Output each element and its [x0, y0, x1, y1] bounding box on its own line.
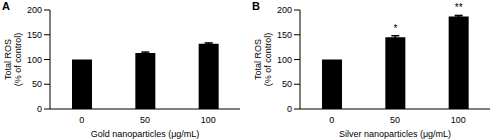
svg-text:50: 50: [140, 115, 150, 125]
svg-text:100: 100: [277, 55, 292, 65]
svg-text:200: 200: [277, 5, 292, 15]
svg-text:200: 200: [27, 5, 42, 15]
svg-text:0: 0: [37, 104, 42, 114]
svg-text:0: 0: [79, 115, 84, 125]
html-text:B: B: [252, 0, 260, 12]
svg-text:*: *: [393, 23, 397, 34]
svg-text:150: 150: [277, 30, 292, 40]
svg-text:Total ROS(% of control): Total ROS(% of control): [8, 33, 23, 87]
svg-text:100: 100: [451, 115, 466, 125]
svg-text:0: 0: [329, 115, 334, 125]
svg-text:Gold nanoparticles (μg/mL): Gold nanoparticles (μg/mL): [91, 129, 200, 139]
svg-text:50: 50: [390, 115, 400, 125]
svg-text:50: 50: [282, 79, 292, 89]
svg-text:150: 150: [27, 30, 42, 40]
html-text:A: A: [2, 0, 10, 12]
svg-text:100: 100: [201, 115, 216, 125]
svg-text:Total ROS(% of control): Total ROS(% of control): [253, 33, 273, 87]
svg-text:Silver nanoparticles (μg/mL): Silver nanoparticles (μg/mL): [339, 129, 451, 139]
svg-text:0: 0: [287, 104, 292, 114]
svg-text:**: **: [455, 2, 463, 13]
svg-text:100: 100: [27, 55, 42, 65]
svg-text:50: 50: [32, 79, 42, 89]
